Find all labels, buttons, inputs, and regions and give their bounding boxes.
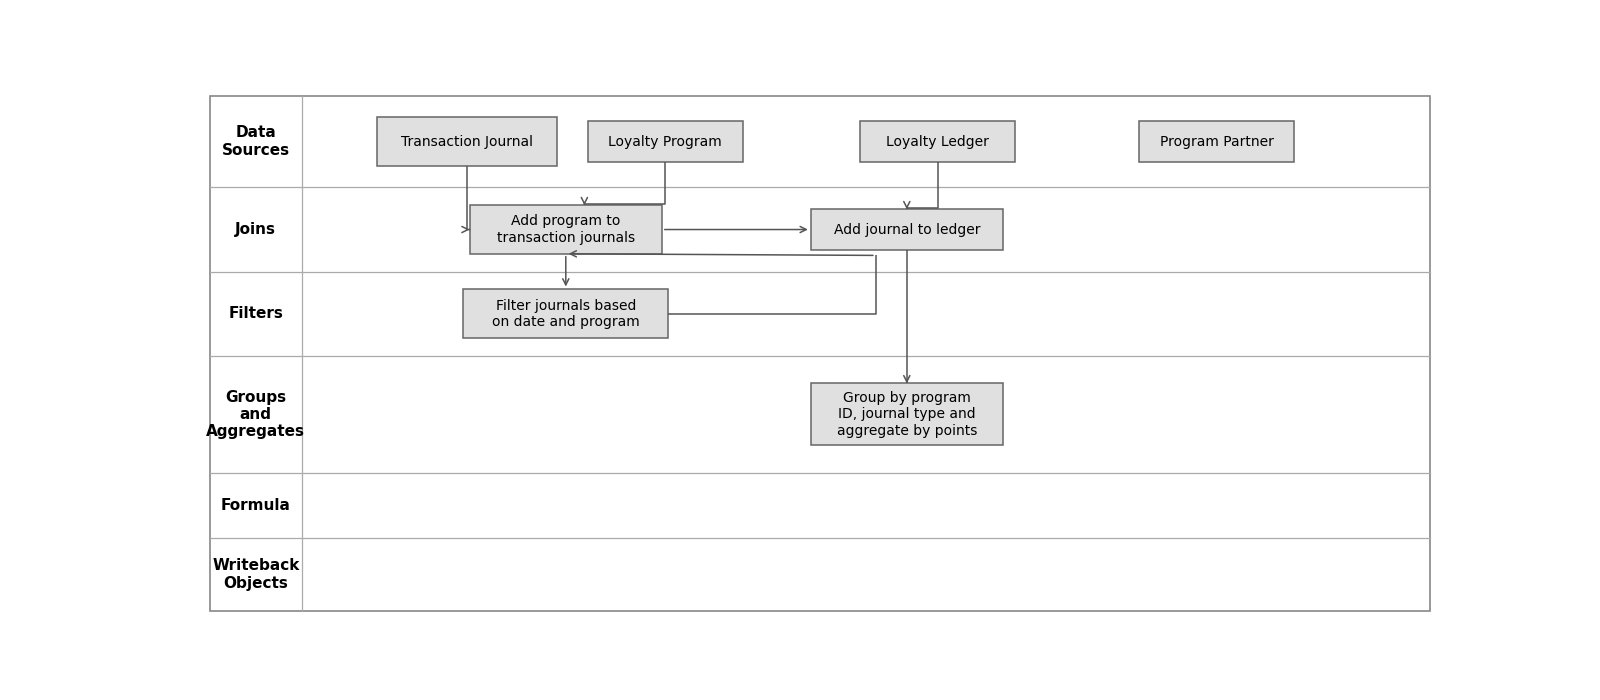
Text: Joins: Joins (235, 222, 277, 237)
FancyBboxPatch shape (1139, 122, 1294, 162)
FancyBboxPatch shape (811, 209, 1003, 250)
Text: Groups
and
Aggregates: Groups and Aggregates (206, 389, 306, 440)
Text: Loyalty Program: Loyalty Program (608, 134, 722, 148)
Text: Add journal to ledger: Add journal to ledger (834, 223, 981, 237)
Text: Group by program
ID, journal type and
aggregate by points: Group by program ID, journal type and ag… (837, 391, 978, 438)
FancyBboxPatch shape (376, 118, 557, 166)
Text: Filter journals based
on date and program: Filter journals based on date and progra… (491, 298, 640, 329)
FancyBboxPatch shape (861, 122, 1016, 162)
FancyBboxPatch shape (587, 122, 742, 162)
Text: Transaction Journal: Transaction Journal (400, 134, 533, 148)
Text: Data
Sources: Data Sources (222, 125, 290, 158)
Text: Loyalty Ledger: Loyalty Ledger (886, 134, 989, 148)
Text: Filters: Filters (229, 306, 283, 321)
FancyBboxPatch shape (464, 289, 669, 338)
Text: Formula: Formula (221, 498, 291, 513)
FancyBboxPatch shape (470, 205, 662, 254)
Text: Writeback
Objects: Writeback Objects (213, 559, 299, 591)
Text: Program Partner: Program Partner (1160, 134, 1274, 148)
Text: Add program to
transaction journals: Add program to transaction journals (496, 214, 635, 244)
FancyBboxPatch shape (811, 384, 1003, 445)
